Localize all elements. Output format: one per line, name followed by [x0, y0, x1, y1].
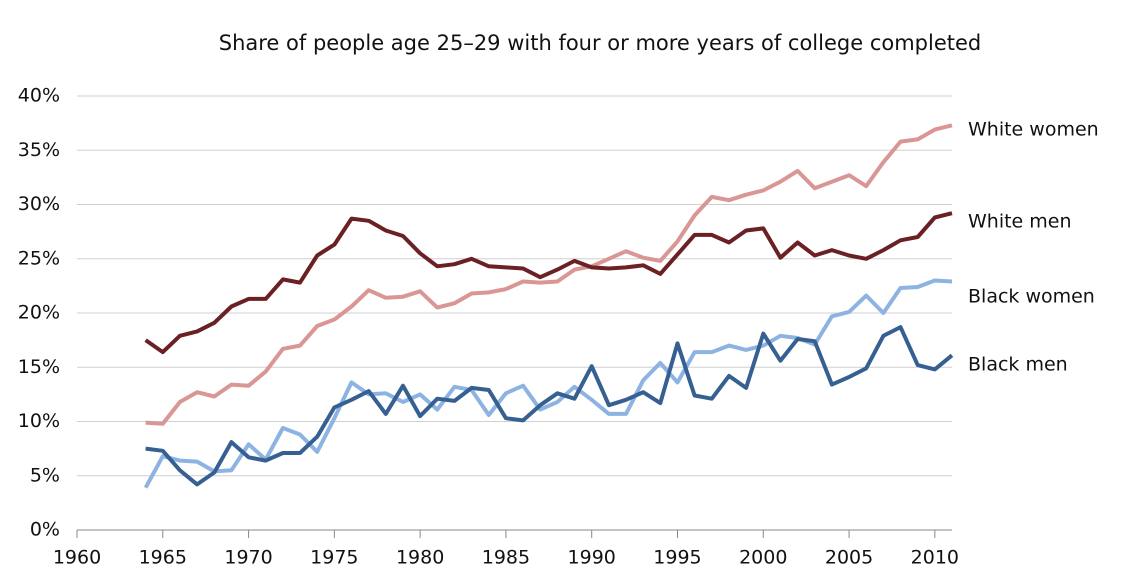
series-label: Black men — [968, 354, 1068, 376]
series-label: White women — [968, 119, 1099, 141]
x-tick-label: 1985 — [482, 547, 530, 569]
y-tick-label: 10% — [18, 410, 60, 432]
y-tick-label: 20% — [18, 302, 60, 324]
chart-title: Share of people age 25–29 with four or m… — [219, 31, 982, 55]
x-tick-label: 1965 — [139, 547, 187, 569]
series-line — [145, 325, 954, 487]
x-tick-label: 1960 — [53, 547, 101, 569]
x-tick-label: 2005 — [825, 547, 873, 569]
y-tick-label: 25% — [18, 247, 60, 269]
series-label: White men — [968, 211, 1072, 233]
y-tick-label: 5% — [30, 464, 60, 486]
series-line — [145, 123, 953, 426]
y-tick-label: 15% — [18, 356, 60, 378]
y-tick-label: 30% — [18, 193, 60, 215]
y-tick-label: 40% — [18, 85, 60, 107]
x-tick-label: 2000 — [739, 547, 787, 569]
x-tick-label: 1980 — [396, 547, 444, 569]
series-label: Black women — [968, 286, 1095, 308]
x-tick-label: 1995 — [653, 547, 701, 569]
x-tick-label: 2010 — [911, 547, 959, 569]
series-line — [144, 211, 953, 355]
y-tick-label: 35% — [18, 139, 60, 161]
x-tick-label: 1990 — [568, 547, 616, 569]
x-tick-label: 1975 — [310, 547, 358, 569]
x-tick-label: 1970 — [224, 547, 272, 569]
y-tick-label: 0% — [30, 519, 60, 541]
series-line — [143, 278, 953, 489]
